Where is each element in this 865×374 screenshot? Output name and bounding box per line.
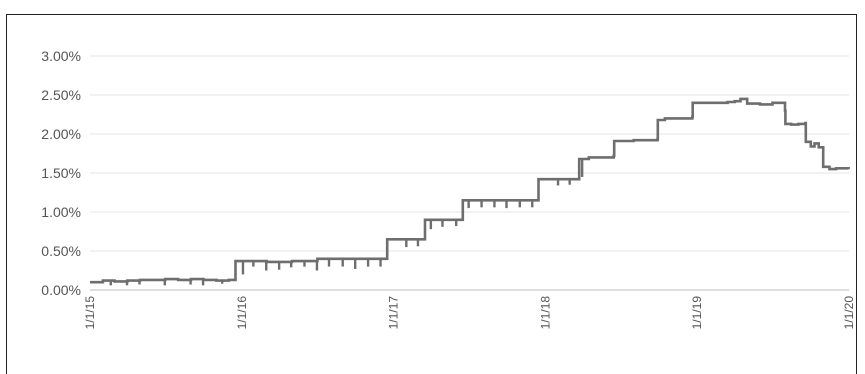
y-tick-label: 3.00% [41,48,81,64]
y-tick-label: 1.50% [41,165,81,181]
x-tick-label: 1/1/16 [235,296,249,330]
y-tick-label: 0.50% [41,243,81,259]
series-layer [90,97,850,286]
series-line [90,97,850,284]
y-tick-label: 2.00% [41,126,81,142]
x-tick-label: 1/1/19 [690,296,704,330]
x-tick-label: 1/1/15 [83,296,97,330]
y-tick-label: 1.00% [41,204,81,220]
y-tick-label: 0.00% [41,282,81,298]
chart-frame [6,14,857,374]
x-tick-label: 1/1/20 [842,296,856,330]
x-axis-tick-labels: 1/1/15 1/1/16 1/1/17 1/1/18 1/1/19 1/1/20 [83,296,856,330]
gridlines [90,55,849,252]
x-tick-label: 1/1/17 [387,296,401,330]
y-axis-tick-labels: 0.00% 0.50% 1.00% 1.50% 2.00% 2.50% 3.00% [41,48,81,298]
line-chart: 0.00% 0.50% 1.00% 1.50% 2.00% 2.50% 3.00% 1/1/… [41,48,856,330]
y-tick-label: 2.50% [41,87,81,103]
x-tick-label: 1/1/18 [538,296,552,330]
